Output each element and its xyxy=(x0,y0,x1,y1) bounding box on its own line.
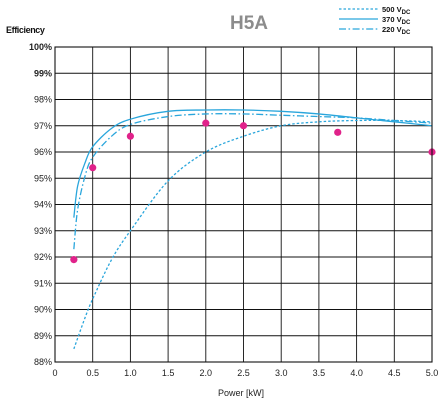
y-tick-label: 89% xyxy=(34,331,52,341)
y-tick-label: 93% xyxy=(34,226,52,236)
y-tick-label: 94% xyxy=(34,200,52,210)
plot-frame xyxy=(54,46,433,363)
x-tick-label: 2.0 xyxy=(200,368,213,378)
x-tick-label: 0 xyxy=(52,368,57,378)
measurement-markers xyxy=(70,119,436,264)
chart-title: H5A xyxy=(230,13,268,34)
x-axis-label: Power [kW] xyxy=(218,388,264,398)
measurement-point xyxy=(239,122,248,130)
x-tick-label: 0.5 xyxy=(86,368,99,378)
legend-label-370-v: 370 VDC xyxy=(382,15,411,26)
y-tick-label: 98% xyxy=(34,95,52,105)
y-tick-label: 88% xyxy=(34,357,52,367)
y-tick-label: 91% xyxy=(34,278,52,288)
x-tick-label: 5.0 xyxy=(426,368,439,378)
y-tick-label: 90% xyxy=(34,305,52,315)
series-line-220-v xyxy=(73,113,433,250)
legend-label-220-v: 220 VDC xyxy=(382,25,411,36)
x-tick-label: 4.0 xyxy=(350,368,363,378)
y-tick-label: 95% xyxy=(34,173,52,183)
series-line-500-v xyxy=(73,119,433,350)
x-tick-label: 3.5 xyxy=(313,368,326,378)
y-tick-label: 99% xyxy=(34,68,52,78)
y-tick-label: 97% xyxy=(34,121,52,131)
x-tick-label: 3.0 xyxy=(275,368,288,378)
measurement-point xyxy=(126,132,134,140)
x-axis-ticks: 0 0.5 1.0 1.5 2.0 2.5 3.0 3.5 4.0 4.5 5.0 xyxy=(52,368,438,378)
measurement-point xyxy=(334,128,342,136)
measurement-point xyxy=(202,119,210,127)
legend-label-500-v: 500 VDC xyxy=(382,5,411,16)
measurement-point xyxy=(70,256,78,264)
x-tick-label: 1.5 xyxy=(162,368,175,378)
y-tick-label: 100% xyxy=(29,42,52,52)
grid xyxy=(54,46,433,363)
x-tick-label: 2.5 xyxy=(237,368,250,378)
series-lines xyxy=(73,109,433,350)
y-tick-label: 96% xyxy=(34,147,52,157)
y-tick-label: 92% xyxy=(34,252,52,262)
x-tick-label: 1.0 xyxy=(124,368,137,378)
y-axis-ticks: 88% 89% 90% 91% 92% 93% 94% 95% 96% 97% 98% 99% 100% xyxy=(29,42,52,367)
y-axis-label: Efficiency xyxy=(6,25,45,35)
x-tick-label: 4.5 xyxy=(388,368,401,378)
measurement-point xyxy=(89,164,97,172)
